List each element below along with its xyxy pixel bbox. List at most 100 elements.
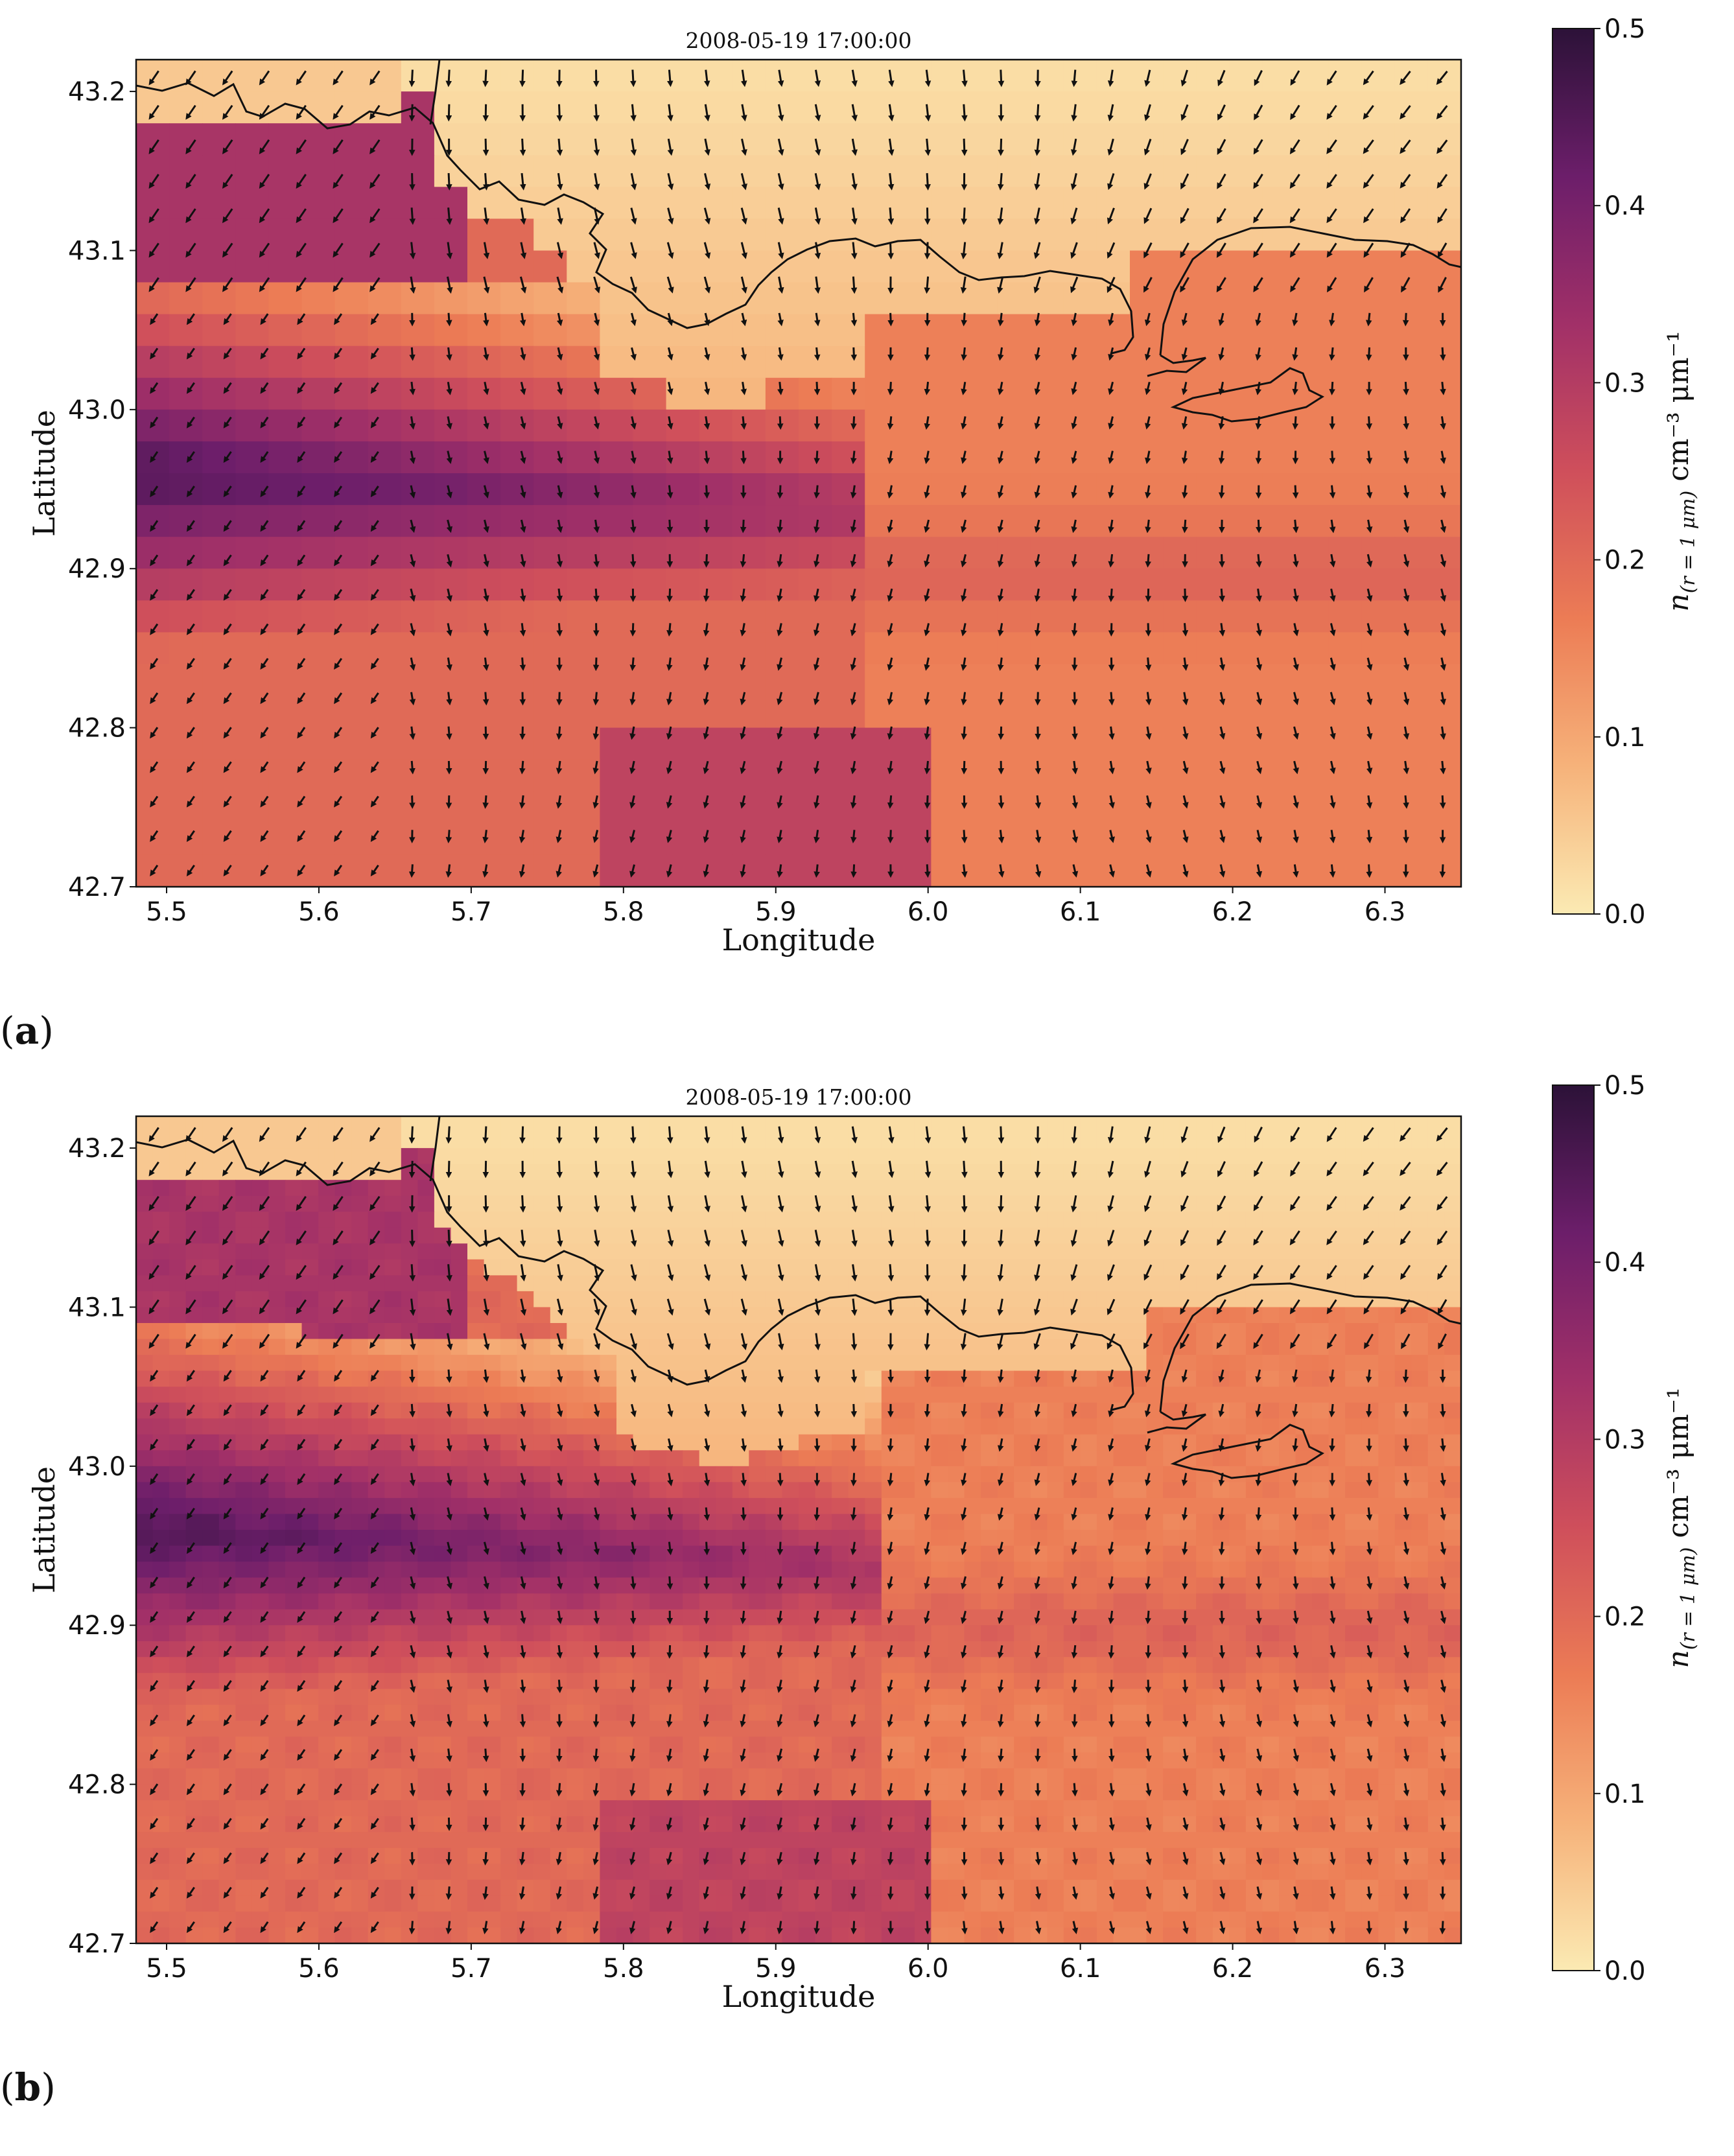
heatmap-cell [1295, 155, 1330, 187]
heatmap-cell [799, 1402, 816, 1419]
heatmap-cell [1196, 600, 1230, 633]
heatmap-cell [1163, 314, 1197, 347]
heatmap-cell [898, 759, 931, 792]
heatmap-cell [401, 696, 435, 729]
heatmap-cell [1229, 1704, 1247, 1721]
heatmap-cell [799, 759, 832, 792]
heatmap-cell [1080, 1450, 1097, 1467]
heatmap-cell [517, 1434, 534, 1451]
heatmap-cell [1146, 1323, 1164, 1340]
heatmap-cell [152, 1180, 170, 1197]
heatmap-cell [1130, 1355, 1147, 1372]
heatmap-cell [782, 1259, 799, 1276]
heatmap-cell [600, 505, 634, 537]
heatmap-cell [1262, 1195, 1280, 1212]
heatmap-cell [500, 759, 534, 792]
heatmap-cell [384, 1641, 402, 1658]
heatmap-cell [1295, 1434, 1313, 1451]
heatmap-cell [1130, 1418, 1147, 1435]
wind-arrow [1439, 864, 1446, 878]
heatmap-cell [815, 1243, 832, 1260]
heatmap-cell [964, 218, 998, 252]
heatmap-cell [683, 1514, 700, 1530]
wind-arrow [334, 416, 343, 428]
heatmap-cell [1179, 1562, 1197, 1578]
heatmap-cell [1394, 632, 1429, 665]
heatmap-cell [533, 155, 567, 187]
heatmap-cell [1229, 473, 1263, 506]
heatmap-cell [1146, 1689, 1164, 1705]
heatmap-cell [318, 1530, 336, 1547]
heatmap-cell [268, 250, 303, 283]
heatmap-cell [1427, 346, 1461, 379]
heatmap-cell [1262, 505, 1296, 537]
heatmap-cell [1411, 1164, 1429, 1180]
wind-arrow [1108, 554, 1114, 568]
heatmap-cell [384, 1180, 402, 1197]
heatmap-cell [533, 1514, 551, 1530]
heatmap-cell [401, 1482, 418, 1499]
heatmap-cell [152, 1562, 170, 1578]
heatmap-cell [865, 1339, 882, 1355]
heatmap-cell [1411, 1275, 1429, 1292]
heatmap-cell [1229, 1562, 1247, 1578]
heatmap-cell [351, 1530, 369, 1547]
heatmap-cell [1113, 1132, 1131, 1149]
heatmap-cell [1394, 823, 1429, 856]
heatmap-cell [716, 1593, 733, 1610]
heatmap-cell [1130, 1657, 1147, 1674]
heatmap-cell [1279, 1116, 1296, 1133]
heatmap-cell [1361, 1466, 1379, 1482]
wind-arrow [1071, 312, 1077, 327]
heatmap-cell [202, 1434, 220, 1451]
heatmap-cell [1113, 1227, 1131, 1244]
heatmap-cell [235, 346, 269, 379]
heatmap-cell [334, 505, 369, 537]
wind-arrow [961, 347, 967, 361]
heatmap-cell [633, 1609, 650, 1626]
heatmap-cell [898, 791, 931, 824]
wind-arrow [1289, 174, 1300, 189]
heatmap-cell [683, 1450, 700, 1467]
heatmap-cell [799, 854, 832, 887]
heatmap-cell [1345, 1164, 1363, 1180]
heatmap-cell [1328, 759, 1363, 792]
wind-arrow [851, 242, 858, 260]
heatmap-cell [268, 1704, 286, 1721]
heatmap-cell [384, 1307, 402, 1324]
heatmap-cell [765, 632, 799, 665]
heatmap-cell [467, 1657, 485, 1674]
heatmap-cell [169, 568, 203, 601]
heatmap-cell [1130, 1672, 1147, 1689]
heatmap-cell [1047, 1387, 1064, 1403]
heatmap-cell [185, 1545, 203, 1562]
heatmap-cell [600, 1148, 617, 1165]
wind-arrow [593, 347, 600, 361]
heatmap-cell [152, 1450, 170, 1467]
heatmap-cell [533, 1132, 551, 1149]
heatmap-cell [417, 1387, 435, 1403]
heatmap-cell [948, 1259, 965, 1276]
heatmap-cell [1229, 1116, 1247, 1133]
heatmap-cell [1096, 1657, 1114, 1674]
heatmap-cell [368, 1466, 385, 1482]
heatmap-cell [1345, 1562, 1363, 1578]
heatmap-cell [202, 123, 236, 156]
heatmap-cell [1229, 1323, 1247, 1340]
heatmap-cell [732, 1195, 749, 1212]
heatmap-cell [318, 1514, 336, 1530]
heatmap-cell [1063, 1593, 1081, 1610]
heatmap-cell [732, 854, 766, 887]
heatmap-cell [1063, 1577, 1081, 1594]
heatmap-cell [1080, 1545, 1097, 1562]
heatmap-cell [1229, 1227, 1247, 1244]
heatmap-cell [533, 1450, 551, 1467]
heatmap-cell [633, 377, 667, 410]
heatmap-cell [600, 1180, 617, 1197]
heatmap-cell [301, 1689, 319, 1705]
heatmap-cell [1444, 1355, 1461, 1372]
heatmap-cell [799, 1259, 816, 1276]
heatmap-cell [517, 1672, 534, 1689]
heatmap-cell [1014, 1577, 1031, 1594]
heatmap-cell [1295, 854, 1330, 887]
